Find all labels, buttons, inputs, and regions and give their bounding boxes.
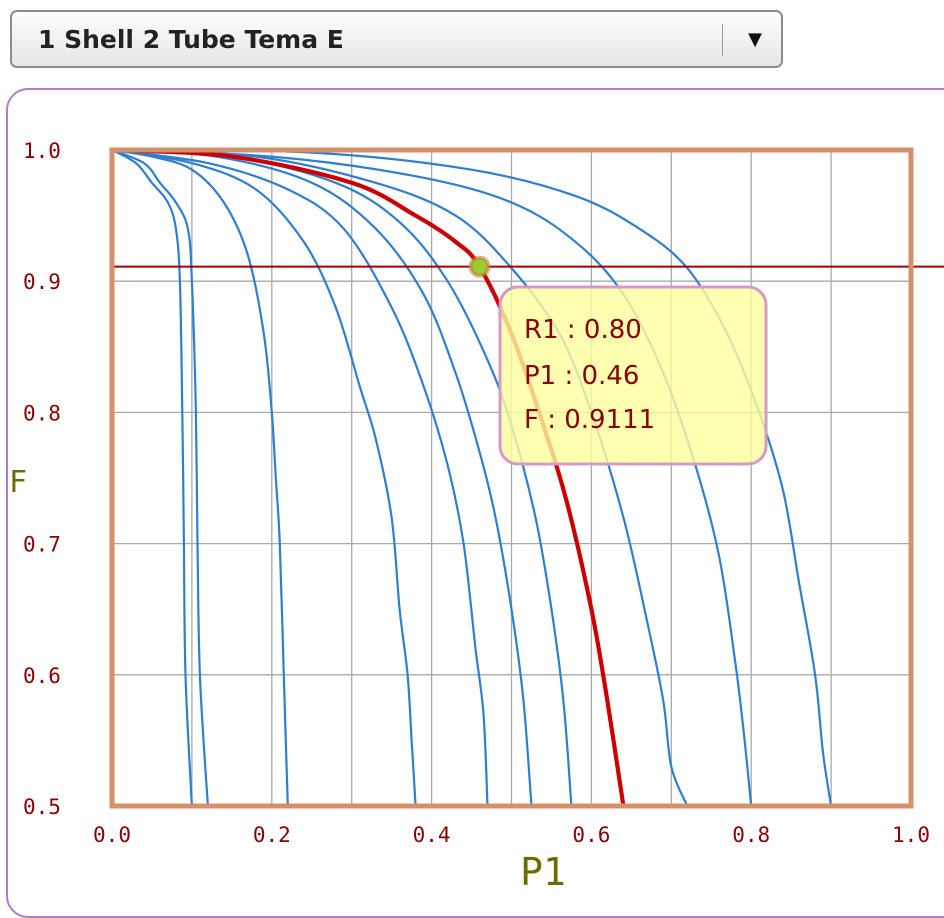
curve-5 bbox=[111, 148, 489, 807]
curve-4 bbox=[111, 148, 417, 807]
x-tick-label: 0.0 bbox=[93, 823, 131, 847]
curve-8 bbox=[111, 148, 689, 807]
dropdown-divider bbox=[722, 24, 723, 56]
tooltip-p1: P1 : 0.46 bbox=[524, 361, 639, 391]
tooltip-r1: R1 : 0.80 bbox=[524, 315, 642, 345]
triangle-down-icon[interactable]: ▼ bbox=[748, 29, 762, 50]
grid-lines bbox=[112, 150, 911, 806]
curve-3 bbox=[111, 148, 289, 807]
x-tick-label: 0.4 bbox=[413, 823, 451, 847]
tick-labels: 0.0 0.2 0.4 0.6 0.8 1.0 1.0 0.9 0.8 0.7 0.6 0.5 bbox=[23, 139, 930, 847]
tooltip-f: F : 0.9111 bbox=[524, 405, 655, 435]
selected-curve bbox=[111, 147, 626, 807]
selected-point-marker[interactable] bbox=[468, 255, 491, 278]
x-tick-label: 0.8 bbox=[732, 823, 770, 847]
y-tick-label: 1.0 bbox=[23, 139, 61, 163]
y-tick-label: 0.6 bbox=[23, 664, 61, 688]
y-tick-label: 0.7 bbox=[23, 533, 61, 557]
tooltip-box bbox=[498, 285, 768, 466]
curve-10 bbox=[111, 148, 833, 807]
curve-6 bbox=[111, 148, 533, 807]
curve-2 bbox=[111, 148, 209, 807]
x-tick-label: 0.2 bbox=[253, 823, 291, 847]
curve-group bbox=[111, 147, 833, 807]
plot-frame bbox=[109, 147, 914, 809]
exchanger-type-select[interactable]: 1 Shell 2 Tube Tema E ▼ bbox=[10, 10, 783, 68]
x-tick-label: 1.0 bbox=[892, 823, 930, 847]
x-tick-label: 0.6 bbox=[572, 823, 610, 847]
y-tick-label: 0.8 bbox=[23, 401, 61, 425]
value-tooltip: R1 : 0.80 P1 : 0.46 F : 0.9111 bbox=[498, 285, 768, 466]
curve-7 bbox=[111, 148, 573, 807]
x-axis-label: P1 bbox=[520, 850, 566, 894]
y-axis-label: F bbox=[9, 465, 27, 500]
y-tick-label: 0.5 bbox=[23, 795, 61, 819]
y-tick-label: 0.9 bbox=[23, 270, 61, 294]
curve-1 bbox=[111, 149, 193, 807]
exchanger-type-value: 1 Shell 2 Tube Tema E bbox=[38, 25, 344, 54]
